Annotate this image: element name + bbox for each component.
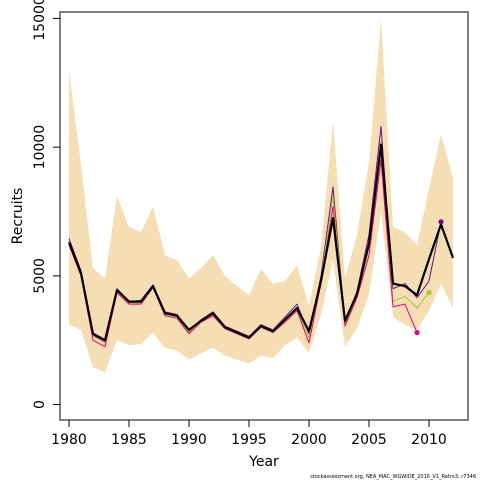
y-tick-label: 5000 — [32, 258, 48, 294]
y-tick-label: 10000 — [32, 125, 48, 170]
end-point-retro3 — [414, 329, 420, 336]
x-tick-label: 1980 — [51, 432, 87, 448]
x-axis: 1980 1985 1990 1995 2000 2005 2010 — [51, 420, 447, 448]
confidence-band-layer — [69, 18, 453, 373]
confidence-band — [69, 18, 453, 373]
plot-frame — [59, 11, 469, 421]
end-point-retro2 — [426, 289, 432, 296]
x-tick-label: 2010 — [411, 432, 447, 448]
end-point-retro1 — [438, 219, 444, 225]
x-tick-label: 2005 — [351, 432, 387, 448]
end-points-layer — [414, 219, 444, 336]
x-tick-label: 2000 — [291, 432, 327, 448]
x-tick-label: 1985 — [111, 432, 147, 448]
x-tick-label: 1990 — [171, 432, 207, 448]
credit-text: stockassessment.org, NEA_MAC_WGWIDE_2016… — [310, 474, 476, 480]
y-axis-title: Recruits — [10, 188, 26, 245]
y-axis: 0 5000 10000 15000 — [32, 0, 60, 409]
x-tick-label: 1995 — [231, 432, 267, 448]
series-line-retro3 — [68, 159, 418, 348]
x-axis-title: Year — [248, 454, 279, 470]
series-line-main — [67, 143, 455, 342]
y-tick-label: 0 — [32, 400, 48, 409]
series-layer — [67, 126, 455, 348]
y-tick-label: 15000 — [32, 0, 48, 41]
